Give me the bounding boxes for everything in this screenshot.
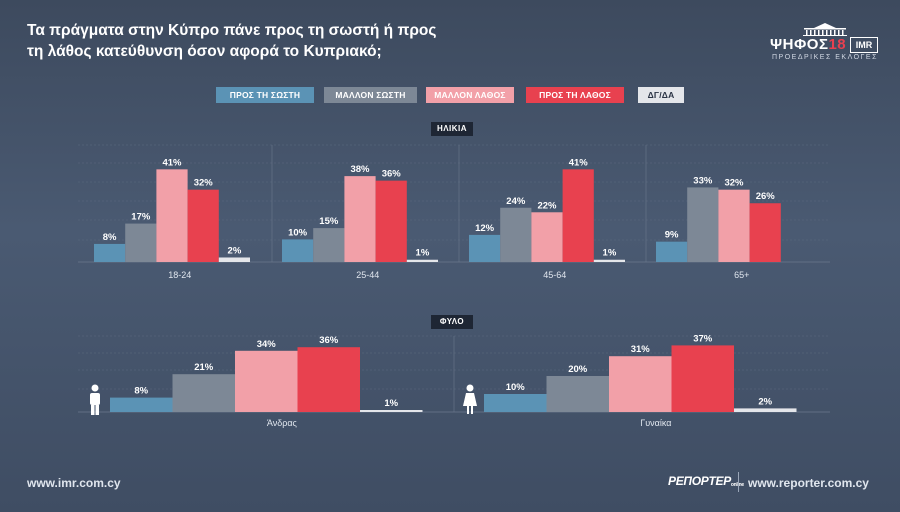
- gender-bar: [734, 408, 797, 412]
- gender-data-label: 37%: [693, 333, 713, 344]
- legend-item-mallon-sosti: ΜΑΛΛΟΝ ΣΩΣΤΗ: [324, 87, 417, 103]
- reporter-url[interactable]: www.reporter.com.cy: [748, 476, 869, 490]
- title-line-1: Τα πράγματα στην Κύπρο πάνε προς τη σωστ…: [27, 22, 437, 39]
- age-data-label: 9%: [665, 230, 679, 241]
- age-bar: [593, 259, 625, 262]
- title-line-2: τη λάθος κατεύθυνση όσον αφορά το Κυπρια…: [27, 43, 382, 60]
- age-bar: [125, 223, 157, 262]
- age-category-label: 25-44: [356, 270, 379, 280]
- age-data-label: 26%: [756, 191, 776, 202]
- age-bar: [749, 203, 781, 262]
- age-data-label: 1%: [603, 248, 617, 259]
- gender-bar: [360, 410, 423, 412]
- age-bar: [718, 189, 750, 262]
- age-data-label: 8%: [103, 232, 117, 243]
- age-data-label: 10%: [288, 227, 308, 238]
- age-data-label: 32%: [724, 178, 744, 189]
- imr-url[interactable]: www.imr.com.cy: [27, 476, 121, 490]
- logo-brand: ΨΗΦΟΣ18: [770, 36, 847, 53]
- gender-data-label: 2%: [758, 396, 772, 407]
- age-data-label: 33%: [693, 175, 713, 186]
- age-data-label: 22%: [537, 200, 557, 211]
- age-bar: [562, 169, 594, 262]
- gender-bar: [484, 394, 547, 412]
- gender-bar: [172, 374, 235, 412]
- age-data-label: 41%: [569, 157, 589, 168]
- building-icon: [803, 23, 847, 36]
- gender-data-label: 8%: [134, 386, 148, 397]
- gender-category-label: Γυναίκα: [640, 418, 671, 428]
- legend-item-pros-ti-lathos: ΠΡΟΣ ΤΗ ΛΑΘΟΣ: [526, 87, 624, 103]
- gender-data-label: 31%: [631, 344, 651, 355]
- age-data-label: 41%: [162, 157, 182, 168]
- gender-data-label: 10%: [506, 382, 526, 393]
- age-category-label: 65+: [734, 270, 749, 280]
- gender-bar: [110, 397, 173, 412]
- gender-category-label: Άνδρας: [267, 418, 298, 428]
- age-bar: [344, 176, 376, 262]
- gender-bar: [297, 347, 360, 412]
- age-data-label: 17%: [131, 212, 151, 223]
- section-label-gender: ΦΥΛΟ: [431, 315, 473, 329]
- age-data-label: 36%: [382, 169, 402, 180]
- gender-data-label: 36%: [319, 335, 339, 346]
- gender-data-label: 1%: [384, 398, 398, 409]
- age-bar: [469, 234, 501, 262]
- logo-partner: IMR: [850, 37, 878, 53]
- logo-subtitle: ΠΡΟΕΔΡΙΚΕΣ ΕΚΛΟΓΕΣ: [772, 54, 878, 61]
- age-category-label: 18-24: [168, 270, 191, 280]
- legend-item-pros-ti-sosti: ΠΡΟΣ ΤΗ ΣΩΣΤΗ: [216, 87, 314, 103]
- gender-data-label: 34%: [257, 339, 277, 350]
- chart-title: Τα πράγματα στην Κύπρο πάνε προς τη σωστ…: [27, 20, 467, 62]
- footer-divider: [738, 472, 739, 492]
- age-data-label: 24%: [506, 196, 526, 207]
- gender-bar: [671, 345, 734, 412]
- gender-data-label: 21%: [194, 362, 214, 373]
- age-bar: [656, 241, 688, 262]
- age-bar: [406, 259, 438, 262]
- age-bar: [313, 228, 345, 262]
- gender-bar: [546, 376, 609, 412]
- age-category-label: 45-64: [543, 270, 566, 280]
- age-data-label: 12%: [475, 223, 495, 234]
- age-data-label: 15%: [319, 216, 339, 227]
- age-data-label: 38%: [350, 164, 370, 175]
- age-bar: [94, 243, 126, 262]
- gender-bar: [235, 350, 298, 412]
- age-bar: [531, 212, 563, 262]
- age-bar: [218, 257, 250, 262]
- age-bar: [500, 207, 532, 262]
- gender-data-label: 20%: [568, 364, 588, 375]
- age-bar: [156, 169, 188, 262]
- section-label-age: ΗΛΙΚΙΑ: [431, 122, 473, 136]
- psifos-logo: ΨΗΦΟΣ18 IMR ΠΡΟΕΔΡΙΚΕΣ ΕΚΛΟΓΕΣ: [770, 22, 880, 62]
- age-data-label: 32%: [194, 178, 214, 189]
- legend-item-dg-da: ΔΓ/ΔΑ: [638, 87, 684, 103]
- age-data-label: 1%: [416, 248, 430, 259]
- gender-bar: [609, 356, 672, 412]
- age-bar: [187, 189, 219, 262]
- age-bar: [687, 187, 719, 262]
- age-bar: [375, 180, 407, 262]
- reporter-logo: ΡΕΠΟΡΤΕΡonline: [668, 474, 744, 488]
- male-person-icon: [90, 384, 100, 415]
- age-bar: [282, 239, 314, 262]
- female-person-icon: [463, 384, 477, 414]
- legend-item-mallon-lathos: ΜΑΛΛΟΝ ΛΑΘΟΣ: [426, 87, 514, 103]
- age-data-label: 2%: [228, 245, 242, 256]
